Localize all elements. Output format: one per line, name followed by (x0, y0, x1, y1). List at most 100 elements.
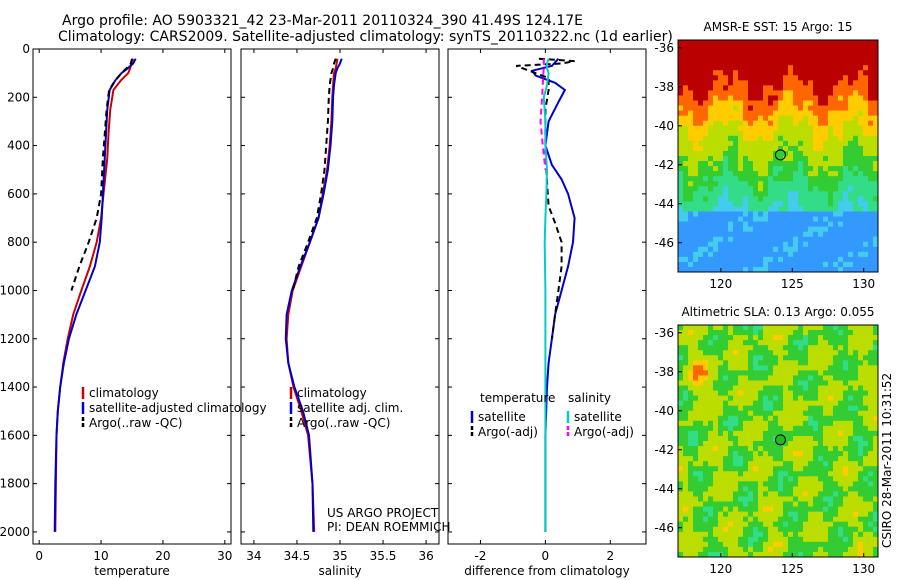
sst-map-cell (853, 171, 859, 177)
sla-map-cell (853, 476, 859, 482)
sst-map-cell (798, 216, 804, 223)
sst-map-cell (708, 80, 714, 86)
sst-map-cell (868, 135, 874, 142)
sla-map-cell (708, 501, 714, 508)
sst-map-cell (678, 211, 684, 218)
sst-map-cell (813, 161, 819, 167)
sst-map-cell (773, 70, 779, 76)
sst-map-cell (693, 201, 699, 208)
sst-map-cell (828, 100, 834, 107)
sst-map-cell (758, 181, 764, 187)
sst-map-cell (753, 246, 759, 253)
sla-map-cell (798, 526, 804, 533)
sst-map-cell (773, 236, 779, 243)
sla-map-cell (703, 385, 709, 392)
sst-map-cell (803, 135, 809, 142)
sla-map-cell (678, 325, 684, 331)
sst-map-cell (758, 256, 764, 263)
sst-map-cell (698, 100, 704, 107)
sla-map-cell (868, 435, 874, 442)
sst-map-cell (708, 85, 714, 92)
sst-map-ytick-label: -40 (654, 119, 674, 133)
sst-map-cell (793, 166, 799, 172)
sst-map-cell (873, 150, 878, 157)
sla-map-cell (853, 375, 859, 382)
sst-map-cell (818, 70, 824, 76)
sst-map-cell (728, 40, 734, 46)
sla-map-cell (863, 481, 869, 487)
sla-map-cell (758, 430, 764, 437)
sst-map-cell (813, 110, 819, 117)
sla-map-cell (718, 441, 724, 447)
sla-map-cell (818, 410, 824, 417)
sst-map-cell (703, 206, 709, 213)
sla-map-cell (793, 395, 799, 402)
sst-map-cell (848, 55, 854, 61)
sst-map-cell (863, 120, 869, 127)
sst-map-cell (783, 176, 789, 182)
sst-map-cell (678, 181, 684, 187)
sst-map-cell (793, 201, 799, 208)
sst-map-cell (868, 140, 874, 147)
sla-map-cell (763, 526, 769, 533)
sst-map-cell (833, 191, 839, 197)
sst-map-cell (748, 226, 754, 233)
sst-map-cell (758, 135, 764, 142)
sst-map-cell (788, 120, 794, 127)
sst-map-cell (708, 216, 714, 223)
sla-map-cell (823, 370, 829, 377)
temperature-xtick-label: 0 (35, 549, 43, 563)
sst-map-cell (748, 75, 754, 81)
sla-map-cell (723, 350, 729, 356)
sst-map-cell (823, 241, 829, 248)
sla-map-cell (678, 481, 684, 487)
sla-map-cell (718, 466, 724, 472)
sst-map-cell (783, 125, 789, 132)
sla-map-cell (688, 521, 694, 528)
sst-map-cell (788, 161, 794, 167)
sla-map-cell (688, 390, 694, 397)
sla-map-cell (833, 481, 839, 487)
sla-map-cell (843, 511, 849, 518)
sst-map-cell (863, 186, 869, 192)
sst-map-xtick-label: 130 (852, 277, 875, 291)
sst-map-cell (843, 45, 849, 51)
sla-map-cell (693, 541, 699, 548)
sst-map-cell (763, 55, 769, 61)
sla-map-cell (733, 370, 739, 377)
sla-map-cell (863, 330, 869, 336)
sst-map-cell (783, 206, 789, 213)
sla-map-cell (738, 380, 744, 387)
sst-map-xtick-label: 120 (709, 277, 732, 291)
sla-map-cell (818, 456, 824, 462)
sst-map-cell (683, 110, 689, 117)
sla-map-cell (858, 415, 864, 422)
sla-map-cell (788, 420, 794, 427)
sst-map-cell (693, 246, 699, 253)
sla-map-cell (808, 521, 814, 528)
sst-map-cell (773, 140, 779, 147)
sst-map-cell (783, 266, 789, 272)
sst-map-cell (693, 196, 699, 202)
sst-map-cell (733, 196, 739, 202)
sst-map-cell (783, 145, 789, 152)
sst-map-cell (783, 65, 789, 71)
sst-map-cell (693, 95, 699, 102)
sst-map-cell (863, 130, 869, 137)
sst-map-cell (713, 241, 719, 248)
sla-map-cell (793, 486, 799, 493)
sla-map-cell (808, 410, 814, 417)
sla-map-cell (718, 506, 724, 513)
sst-map-cell (823, 226, 829, 233)
sla-map-cell (768, 536, 774, 543)
sst-map-cell (688, 110, 694, 117)
sla-map-cell (813, 390, 819, 397)
sla-map-cell (723, 531, 729, 538)
sla-map-cell (873, 345, 878, 351)
sla-map-cell (808, 390, 814, 397)
sst-map-cell (723, 90, 729, 97)
sla-map-cell (713, 425, 719, 432)
sla-map-cell (683, 491, 689, 498)
sst-map-cell (843, 201, 849, 208)
sst-map-cell (823, 166, 829, 172)
